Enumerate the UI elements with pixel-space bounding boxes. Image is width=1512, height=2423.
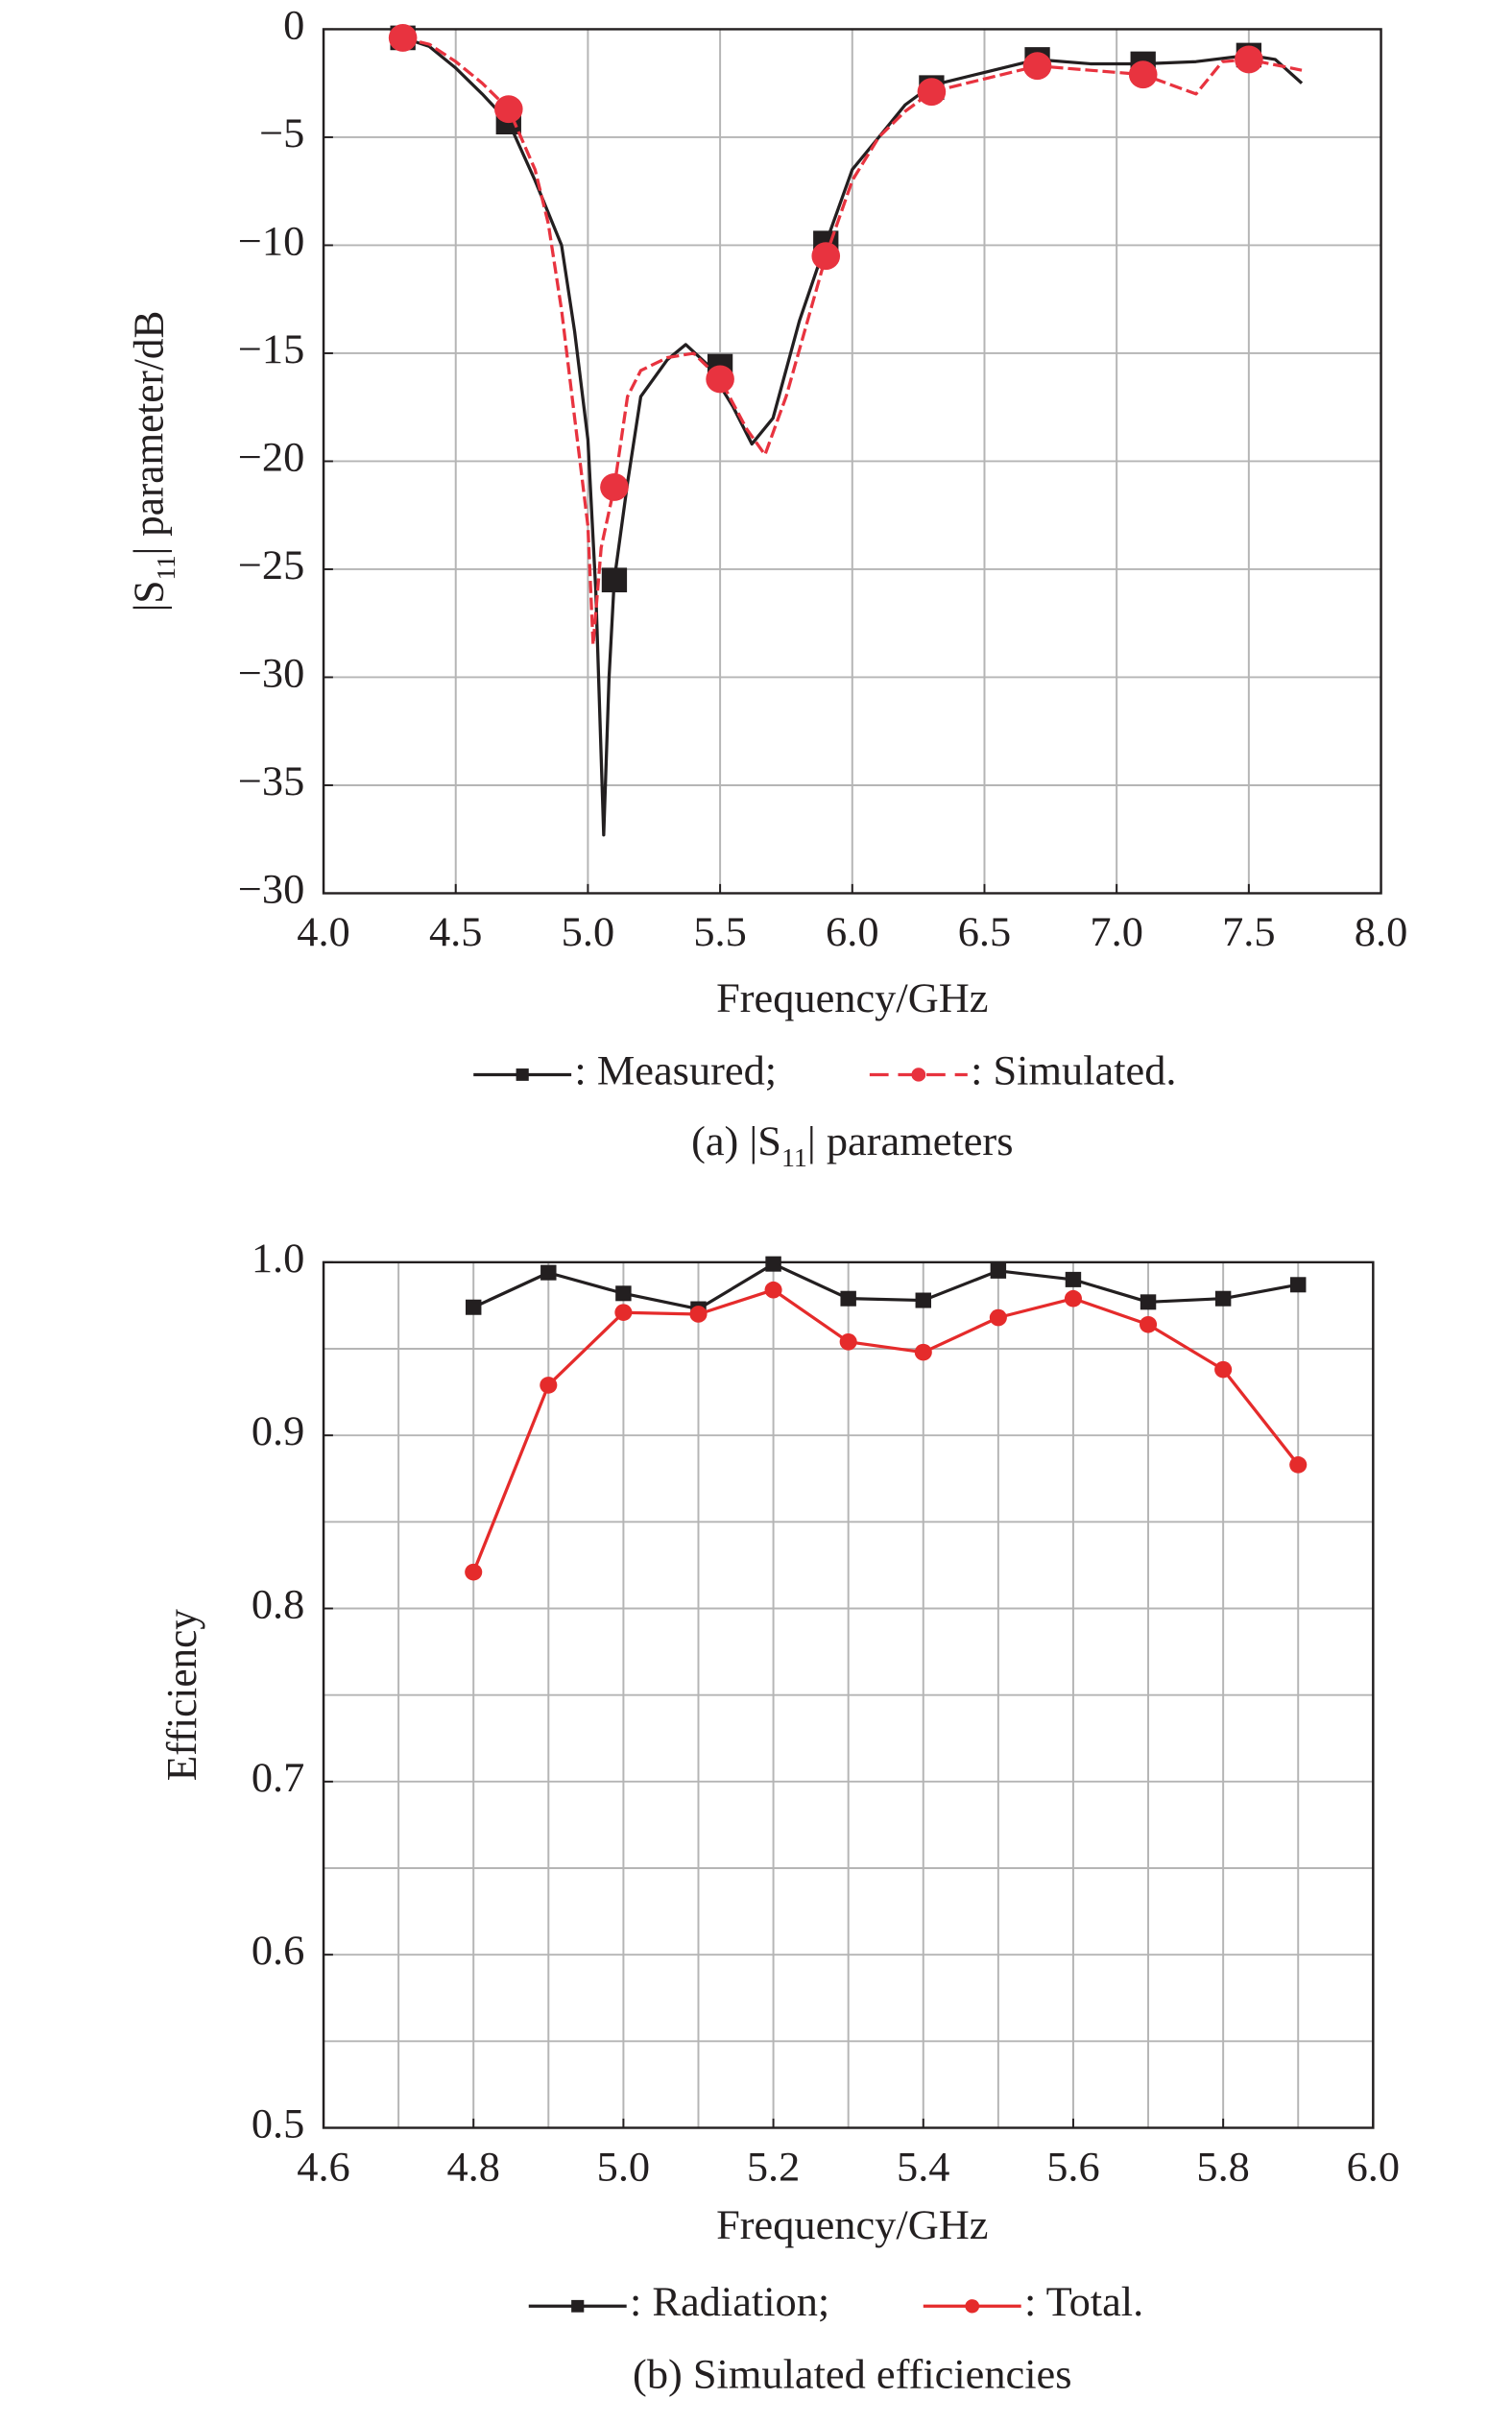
x-tick-label: 5.0 (597, 2145, 650, 2190)
marker (388, 24, 418, 52)
marker (614, 1304, 633, 1321)
x-tick-label: 4.0 (297, 910, 349, 955)
marker (465, 1299, 482, 1315)
chart: 4.0 4.5 5.0 5.5 6.0 6.5 7.0 7.5 8.0 0 −5 −10 −15 −20 −… (126, 3, 1407, 1172)
legend-marker (965, 2299, 980, 2314)
marker (1065, 1271, 1082, 1287)
text-part: Efficiency (159, 1609, 206, 1781)
chart: 4.6 4.8 5.0 5.2 5.4 5.6 5.8 6.0 1.0 0.9 0.8 0.7 0.6 0… (159, 1235, 1400, 2397)
x-tick-label: 5.0 (562, 910, 614, 955)
x-tick-label: 5.5 (693, 910, 746, 955)
marker (689, 1306, 708, 1323)
x-tick-label: 4.5 (429, 910, 482, 955)
text-part: 11 (781, 1142, 807, 1172)
marker (990, 1262, 1007, 1279)
marker (1064, 1289, 1082, 1307)
x-tick-label: 8.0 (1355, 910, 1407, 955)
marker (465, 1563, 483, 1581)
y-tick-label: 0 (283, 3, 304, 48)
legend-label: : Simulated. (971, 1048, 1176, 1093)
marker (540, 1264, 557, 1281)
marker (493, 95, 523, 124)
x-axis-label: Frequency/GHz (716, 2203, 988, 2248)
marker (1214, 1360, 1233, 1379)
series-line (471, 1288, 1300, 1573)
marker (914, 1343, 932, 1361)
x-tick-label: 7.5 (1222, 910, 1275, 955)
marker (615, 1285, 632, 1302)
marker (1140, 1294, 1157, 1310)
marker (540, 1377, 558, 1394)
legend-label: : Measured; (574, 1048, 777, 1093)
text-part: (a) |S (691, 1119, 781, 1164)
marker (1290, 1277, 1307, 1293)
y-tick-label: −35 (238, 758, 304, 804)
y-tick-label: −30 (238, 651, 304, 696)
y-tick-label: −20 (238, 435, 304, 480)
legend-marker (911, 1068, 926, 1082)
x-tick-label: 5.8 (1196, 2145, 1249, 2190)
legend-marker (571, 2299, 585, 2313)
x-tick-label: 6.0 (1347, 2145, 1400, 2190)
legend-marker (516, 1068, 529, 1081)
x-tick-label: 4.6 (297, 2145, 349, 2190)
x-tick-label: 5.6 (1046, 2145, 1099, 2190)
text-part: | parameter/dB (126, 311, 173, 556)
legend-label: : Radiation; (630, 2280, 829, 2325)
x-tick-label: 6.0 (826, 910, 878, 955)
y-tick-label: 0.8 (252, 1582, 304, 1627)
y-tick-label: 0.6 (252, 1929, 304, 1974)
y-tick-label: −5 (259, 110, 304, 156)
series-line (472, 1262, 1299, 1311)
x-tick-label: 4.8 (446, 2145, 499, 2190)
text-part: (b) Simulated efficiencies (633, 2352, 1071, 2397)
marker (1140, 1315, 1158, 1333)
y-tick-label: −15 (238, 326, 304, 372)
text-part: 11 (150, 555, 180, 580)
marker (811, 242, 841, 271)
text-part: |S (126, 581, 173, 612)
marker (915, 1292, 931, 1308)
marker (840, 1290, 856, 1307)
marker (601, 567, 628, 593)
x-tick-label: 5.4 (897, 2145, 950, 2190)
marker (764, 1281, 782, 1299)
marker (1214, 1290, 1232, 1307)
marker (1022, 52, 1052, 81)
marker (1289, 1456, 1308, 1474)
marker (1235, 45, 1263, 74)
x-axis-label: Frequency/GHz (716, 976, 988, 1021)
caption: (a) |S11| parameters (691, 1119, 1013, 1172)
marker (706, 365, 734, 394)
text-part: | parameters (807, 1119, 1014, 1164)
y-tick-label: −25 (238, 542, 304, 588)
y-axis-label: Efficiency (159, 1609, 206, 1781)
y-tick-label: 0.9 (252, 1409, 304, 1454)
x-tick-label: 5.2 (747, 2145, 800, 2190)
y-tick-label: −30 (238, 867, 304, 912)
y-tick-label: 1.0 (252, 1235, 304, 1281)
y-tick-label: 0.5 (252, 2101, 304, 2147)
marker (989, 1308, 1007, 1327)
x-tick-label: 6.5 (958, 910, 1011, 955)
marker (839, 1332, 857, 1351)
x-tick-label: 7.0 (1090, 910, 1142, 955)
marker (765, 1256, 781, 1272)
caption: (b) Simulated efficiencies (633, 2352, 1071, 2397)
marker (1128, 60, 1158, 89)
plot-frame (322, 1260, 1375, 2129)
y-tick-label: −10 (238, 219, 304, 264)
y-tick-label: 0.7 (252, 1755, 304, 1800)
marker (917, 78, 947, 107)
series-line (402, 36, 1303, 647)
y-axis-label: |S11| parameter/dB (126, 311, 180, 612)
marker (600, 473, 629, 501)
legend-label: : Total. (1024, 2280, 1143, 2325)
